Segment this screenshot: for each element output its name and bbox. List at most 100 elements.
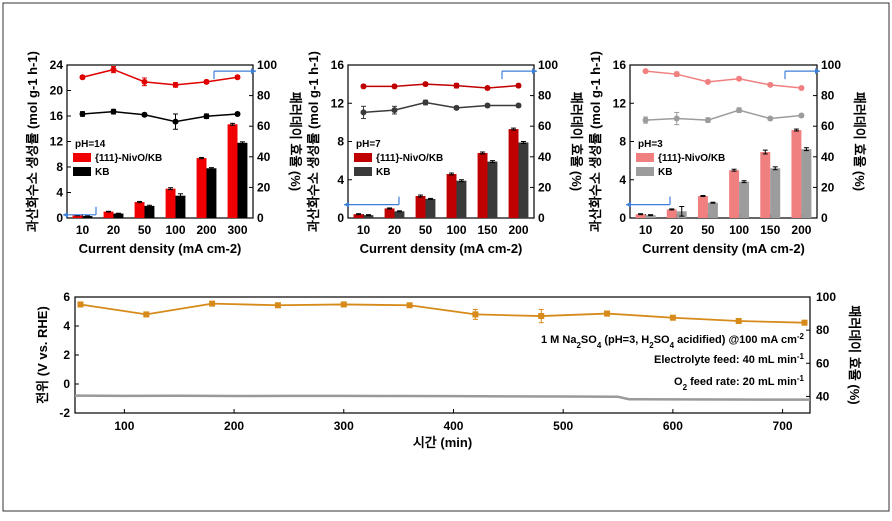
panel2-legend-swatch [354,167,372,176]
panel1-ytick-label: 24 [50,58,64,72]
panel1-fe-marker [172,118,179,125]
panel3-y2tick-label: 80 [821,89,835,103]
panel2-y2label: 패러데이 효율 (%) [569,92,584,191]
panel4-fe-marker [472,311,479,318]
panel3-ytick-label: 8 [619,135,626,149]
panel4-fe-marker [406,302,413,309]
panel3-fe-marker [642,117,649,124]
panel4-fe-marker [604,310,611,317]
panel2-fe-marker [453,104,460,111]
panel4-xtick-label: 500 [553,419,573,433]
panel3-bar-kb [645,215,656,218]
panel3-ytick-label: 16 [613,58,627,72]
panel1-y2tick-label: 20 [257,180,271,194]
panel3-ylabel: 과산화수소 생성률 (mol g-1 h-1) [588,51,603,232]
panel1-bar-nivo [227,124,238,218]
panel2-xlabel: Current density (mA cm-2) [360,241,523,256]
panel1-left-axis-arrow-head [63,211,68,218]
panel2-right-axis-arrow-head [532,68,537,75]
panel4-annotation-feed: Electrolyte feed: 40 mL min-1 [654,352,805,367]
panel2-fe-marker [360,83,367,90]
panel1-fe-marker [203,113,210,120]
panel1-bar-kb [144,205,155,218]
panel2-bar-nivo [415,196,426,218]
panel1-fe-marker [234,74,241,81]
panel2-bar-nivo [508,129,519,218]
panel1-fe-line-kb [82,110,238,123]
panel3-fe-marker [767,81,774,88]
panel3-bar-nivo [697,196,708,218]
panel3-y2tick-label: 0 [821,211,828,225]
panel2-xtick-label: 50 [419,223,433,237]
panel1-bar-kb [175,195,186,218]
panel2-fe-line-kb [363,101,519,114]
panel1-legend-swatch [73,167,91,176]
panel3-fe-marker [736,107,743,114]
panel4-ylabel: 전위 (V vs. RHE) [35,306,50,404]
panel1-bar-nivo [134,202,145,218]
panel3-fe-marker [704,78,711,85]
panel1-fe-marker [172,81,179,88]
panel2-bar-kb [425,198,436,218]
panel2-bar-kb [394,211,405,218]
panel1-ytick-label: 16 [50,109,64,123]
panel4-annotation-electrolyte: 1 M Na2SO4 (pH=3, H2SO4 acidified) @100 … [541,332,805,350]
panel3-bar-kb [801,149,812,218]
panel4-fe-marker [801,319,808,326]
panel1-bar-nivo [165,188,176,218]
figure-border [2,2,890,512]
panel2-bar-nivo [477,152,488,218]
panel1-right-axis-arrow-head [251,68,256,75]
panel3-y2tick-label: 20 [821,180,835,194]
panel1-y2tick-label: 40 [257,150,271,164]
panel2-fe-marker [422,99,429,106]
panel3-fe-marker [673,115,680,122]
panel1-y2tick-label: 60 [257,119,271,133]
panel3-xtick-label: 200 [791,223,811,237]
panel4-fe-marker [274,302,281,309]
panel2-bar-kb [363,215,374,218]
panel3-ytick-label: 0 [619,211,626,225]
panel2-legend-swatch [354,153,372,162]
panel4-ytick-label: 2 [63,348,70,362]
panel4-annotation-o2: O2 feed rate: 20 mL min-1 [674,374,805,392]
panel2-bar-nivo [384,208,395,218]
panel1-fe-marker [79,74,86,81]
panel3-bar-nivo [666,209,677,218]
panel3-fe-marker [704,117,711,124]
panel3-bar-nivo [791,130,802,218]
panel4-y2tick-label: 60 [816,356,830,370]
panel4-xtick-label: 700 [773,419,793,433]
panel1-y2tick-label: 80 [257,89,271,103]
panel1-xtick-label: 50 [138,223,152,237]
panel2-fe-marker [515,82,522,89]
panel3-fe-marker [642,68,649,75]
panel2-bar-nivo [353,214,364,218]
panel3-fe-marker [798,112,805,119]
panel1-ytick-label: 8 [56,160,63,174]
panel4-xtick-label: 400 [443,419,463,433]
panel3-y2tick-label: 100 [821,58,841,72]
panel1-bar-nivo [196,158,207,218]
panel2-xtick-label: 200 [508,223,528,237]
panel1-bar-nivo [103,211,114,218]
panel3-legend-swatch [636,167,654,176]
panel2-bar-kb [518,142,529,218]
panel3-fe-marker [736,75,743,82]
panel2-xtick-label: 20 [388,223,402,237]
panel4-ytick-label: 4 [63,319,70,333]
panel4-xtick-label: 600 [663,419,683,433]
panel1-fe-line-nivo [82,68,238,86]
panel1-xtick-label: 10 [76,223,90,237]
panel4-xtick-label: 100 [114,419,134,433]
panel4-ytick-label: 6 [63,290,70,304]
panel3-y2tick-label: 40 [821,150,835,164]
panel4-fe-marker [669,314,676,321]
panel3-fe-marker [673,71,680,78]
panel1-bar-kb [113,213,124,218]
panel2-y2tick-label: 100 [538,58,558,72]
panel4-y2tick-label: 40 [816,389,830,403]
panel2-fe-marker [422,81,429,88]
